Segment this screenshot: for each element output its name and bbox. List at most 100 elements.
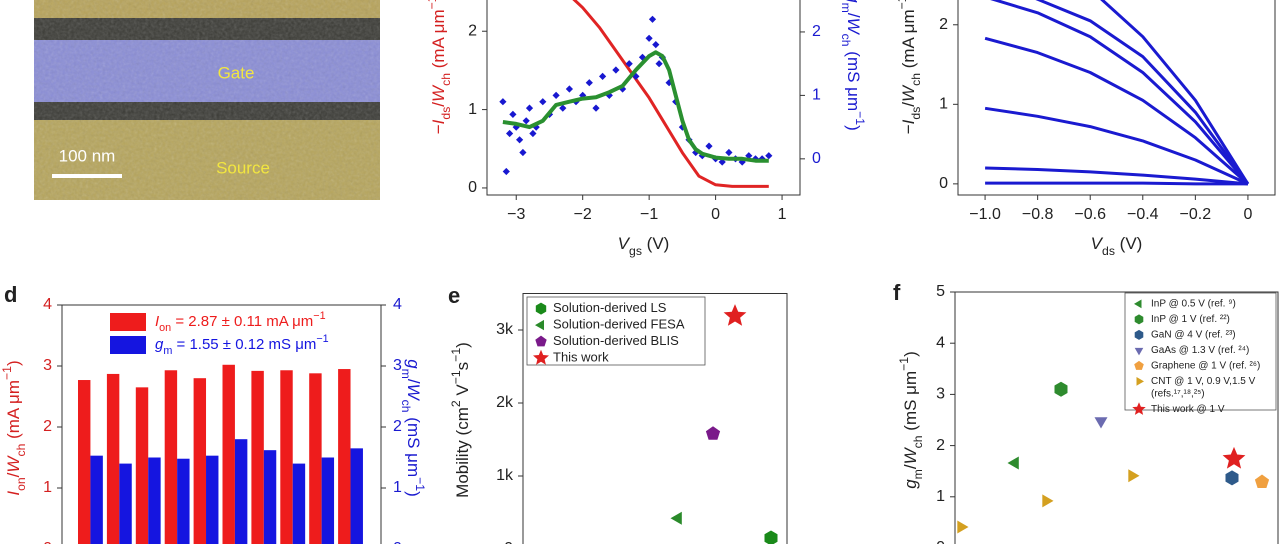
plot-area <box>78 364 363 544</box>
panel-label: f <box>893 280 901 305</box>
data-point <box>1128 469 1140 483</box>
y-axis-label-part: − <box>899 124 918 134</box>
x-axis-label-part: (V) <box>1115 234 1142 253</box>
data-point <box>625 60 633 68</box>
y-axis-label: Mobility (cm2 V−1s−1) <box>449 342 472 498</box>
plot-area <box>957 381 1270 534</box>
y-axis-label-part: −1 <box>895 0 909 9</box>
y-axis-label-part: 2 <box>449 400 463 407</box>
y2-tick-label: 2 <box>812 23 821 40</box>
y-axis-label-part: ) <box>453 342 472 348</box>
legend-entry: gm = 1.55 ± 0.12 mS μm−1 <box>155 333 329 357</box>
y-axis-label-part: / <box>899 102 918 107</box>
y-axis-label-part: −1 <box>897 357 911 371</box>
data-point <box>652 41 660 49</box>
y-axis-label-part: s <box>453 362 472 371</box>
y-axis-label-part: V <box>453 384 472 401</box>
data-line <box>984 106 1249 186</box>
y-axis-label-part: (mA μm <box>4 380 23 444</box>
data-point <box>506 129 514 138</box>
legend-entry: GaN @ 4 V (ref. ²³) <box>1151 329 1236 340</box>
y2-axis-label-part: W <box>844 18 863 36</box>
y2-axis-label-part: −1 <box>413 477 427 491</box>
bar <box>309 373 322 544</box>
data-point <box>612 66 620 74</box>
y-tick-label: 0 <box>43 540 52 544</box>
y-tick-label: 4 <box>936 334 945 351</box>
data-point <box>765 152 773 160</box>
data-point <box>648 15 657 23</box>
axes-frame <box>486 0 801 196</box>
panel-label: d <box>4 282 17 307</box>
data-point <box>539 98 547 106</box>
bar <box>135 387 149 544</box>
y-tick-label: 2 <box>468 22 477 39</box>
y-axis-label-part: W <box>901 446 920 464</box>
data-point <box>619 85 627 93</box>
data-point <box>585 79 593 87</box>
y-axis-label: −Ids/Wch (mA μm−1) <box>895 0 923 134</box>
panel-label: e <box>448 283 460 308</box>
data-point <box>552 91 560 99</box>
bar <box>206 455 219 544</box>
data-point <box>592 104 600 112</box>
legend-marker <box>1136 377 1144 386</box>
y-axis-label-part: −1 <box>425 0 439 9</box>
y2-tick-label: 0 <box>812 150 821 167</box>
bar <box>119 463 132 544</box>
legend-entry-part: I <box>155 313 159 330</box>
bar <box>106 373 120 544</box>
y-axis-label-part: Mobility (cm <box>453 407 472 498</box>
data-point <box>638 53 647 61</box>
legend-entry-part: −1 <box>313 310 325 322</box>
micrograph: Gate Source 100 nm <box>34 0 380 200</box>
plot-area <box>499 0 773 188</box>
y-axis-label-part: ) <box>901 351 920 357</box>
data-line <box>984 36 1249 186</box>
data-point <box>1054 381 1068 397</box>
y-tick-label: 1 <box>936 488 945 505</box>
axes-frame <box>957 0 1276 196</box>
y-tick-label: 5 <box>936 283 945 300</box>
y2-tick-label: 4 <box>393 296 402 313</box>
y-axis-label-part: I <box>4 491 23 496</box>
legend-marker <box>1134 299 1142 309</box>
data-point <box>670 511 682 525</box>
y-axis-label-part: / <box>901 464 920 469</box>
y2-axis-label-part: ch <box>839 34 853 47</box>
y2-tick-label: 2 <box>393 418 402 435</box>
x-axis-label-part: V <box>1091 234 1104 253</box>
y2-axis-label-part: ch <box>399 400 413 413</box>
axes-frame <box>522 293 788 544</box>
y2-axis-label-part: ) <box>844 125 863 131</box>
legend-marker <box>535 302 547 315</box>
y-axis-label: −Ids/Wch (mA μm−1) <box>425 0 453 134</box>
source-label: Source <box>216 158 270 177</box>
x-axis-label-part: ds <box>1102 244 1115 258</box>
legend-marker <box>535 319 544 331</box>
data-point <box>559 104 567 112</box>
data-point <box>499 98 507 106</box>
legend-box <box>526 296 706 366</box>
y-axis-label-part: m <box>911 469 925 479</box>
data-point <box>1042 494 1054 508</box>
data-point <box>519 148 527 157</box>
y-tick-label: 2 <box>939 16 948 33</box>
y-axis-label-part: −1 <box>0 366 14 380</box>
data-line <box>985 181 1248 186</box>
y2-axis-label-part: m <box>839 3 853 13</box>
legend-entry: InP @ 0.5 V (ref. ⁹) <box>1151 298 1236 309</box>
y-tick-label: 0 <box>504 540 513 544</box>
y-axis-label-part: (mA μm <box>899 9 918 73</box>
y2-axis-label: gm/Wch (mS μm−1) <box>839 0 867 131</box>
data-point <box>1094 417 1108 429</box>
data-point <box>655 60 663 68</box>
x-tick-label: −1 <box>640 206 658 223</box>
legend-entry: This work @ 1 V <box>1151 404 1225 415</box>
y-tick-label: 3k <box>496 321 514 338</box>
x-tick-label: −1.0 <box>969 206 1001 223</box>
legend-marker <box>1134 360 1144 370</box>
bar <box>292 463 306 544</box>
y2-tick-label: 0 <box>393 540 402 544</box>
y-axis-label-part: ch <box>911 435 925 448</box>
